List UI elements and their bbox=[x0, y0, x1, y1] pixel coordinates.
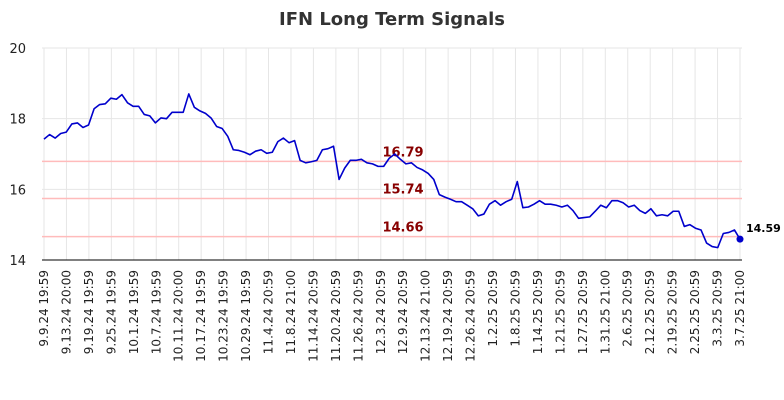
x-tick-label-4: 10.1.24 19:59 bbox=[127, 270, 141, 354]
x-tick-label-16: 12.9.24 20:59 bbox=[396, 270, 410, 354]
x-tick-label-31: 3.7.25 21:00 bbox=[733, 270, 747, 347]
x-tick-label-14: 11.26.24 20:59 bbox=[351, 270, 365, 362]
last-point: 14.59 bbox=[736, 222, 781, 243]
x-tick-label-28: 2.19.25 20:59 bbox=[666, 270, 680, 354]
x-tick-label-27: 2.12.25 20:59 bbox=[643, 270, 657, 354]
x-tick-label-26: 2.6.25 20:59 bbox=[621, 270, 635, 347]
x-tick-label-20: 1.2.25 20:59 bbox=[486, 270, 500, 347]
signal-label-1: 15.74 bbox=[382, 183, 423, 198]
x-tick-label-7: 10.17.24 19:59 bbox=[194, 270, 208, 362]
x-tick-label-24: 1.27.25 20:59 bbox=[576, 270, 590, 354]
x-tick-label-1: 9.13.24 20:00 bbox=[59, 270, 73, 354]
chart-title: IFN Long Term Signals bbox=[279, 9, 505, 30]
x-tick-label-11: 11.8.24 21:00 bbox=[284, 270, 298, 354]
x-tick-label-10: 11.4.24 20:59 bbox=[262, 270, 276, 354]
x-tick-label-25: 1.31.25 21:00 bbox=[598, 270, 612, 354]
x-tick-label-17: 12.13.24 21:00 bbox=[419, 270, 433, 362]
grid bbox=[42, 47, 742, 261]
x-tick-label-22: 1.14.25 20:59 bbox=[531, 270, 545, 354]
x-tick-label-12: 11.14.24 20:59 bbox=[306, 270, 320, 362]
x-tick-label-8: 10.23.24 19:59 bbox=[217, 270, 231, 362]
price-series bbox=[43, 93, 741, 249]
x-tick-label-3: 9.25.24 19:59 bbox=[104, 270, 118, 354]
x-tick-label-9: 10.29.24 19:59 bbox=[239, 270, 253, 362]
x-tick-label-23: 1.21.25 20:59 bbox=[553, 270, 567, 354]
y-tick-label-1: 16 bbox=[9, 183, 26, 198]
signal-label-0: 16.79 bbox=[382, 145, 423, 160]
x-tick-label-21: 1.8.25 20:59 bbox=[508, 270, 522, 347]
x-axis-ticks: 9.9.24 19:59 9.13.24 20:00 9.19.24 19:59 9.… bbox=[37, 270, 747, 362]
x-tick-label-6: 10.11.24 20:00 bbox=[172, 270, 186, 362]
x-tick-label-29: 2.25.25 20:59 bbox=[688, 270, 702, 354]
x-tick-label-18: 12.19.24 20:59 bbox=[441, 270, 455, 362]
x-tick-label-0: 9.9.24 19:59 bbox=[37, 270, 51, 347]
last-point-marker bbox=[736, 235, 744, 243]
x-tick-label-13: 11.20.24 20:59 bbox=[329, 270, 343, 362]
last-value-label: 14.59 bbox=[746, 222, 781, 235]
y-tick-label-3: 20 bbox=[9, 42, 26, 57]
x-tick-label-30: 3.3.25 20:59 bbox=[711, 270, 725, 347]
signal-lines: 16.79 15.74 14.66 bbox=[42, 145, 742, 238]
x-tick-label-5: 10.7.24 19:59 bbox=[149, 270, 163, 354]
signal-label-2: 14.66 bbox=[382, 221, 423, 236]
x-tick-label-2: 9.19.24 19:59 bbox=[82, 270, 96, 354]
y-tick-label-0: 14 bbox=[9, 254, 26, 269]
x-tick-label-19: 12.26.24 20:59 bbox=[464, 270, 478, 362]
series-line bbox=[43, 93, 741, 249]
x-tick-label-15: 12.3.24 20:59 bbox=[374, 270, 388, 354]
y-axis-ticks: 14 16 18 20 bbox=[9, 42, 26, 269]
y-tick-label-2: 18 bbox=[9, 113, 26, 128]
